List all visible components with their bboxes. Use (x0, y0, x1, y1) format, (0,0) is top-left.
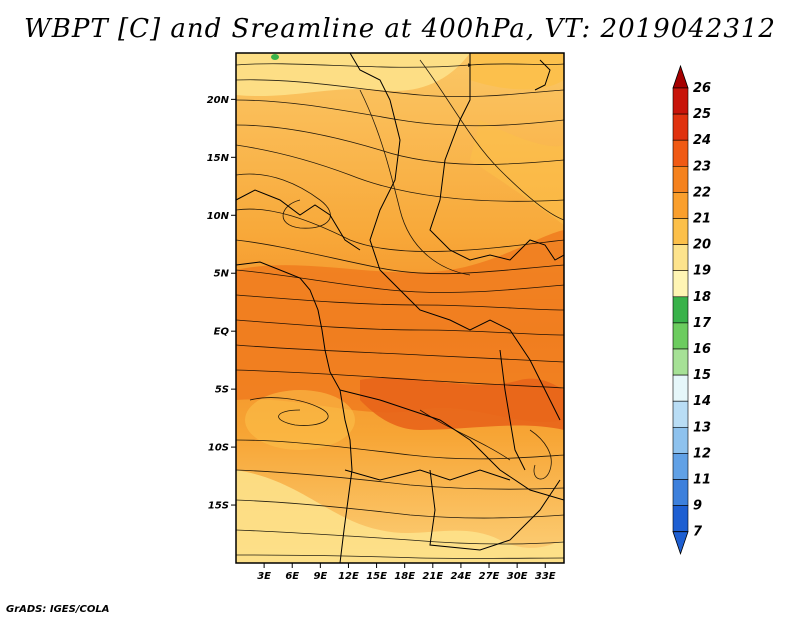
lat-axis: 20N 15N 10N 5N EQ 5S 10S 15S (207, 95, 236, 512)
colorbar-bottom-arrow (672, 531, 689, 555)
colorbar-label: 26 (693, 81, 711, 96)
lon-tick-label: 30E (507, 571, 528, 582)
lat-tick-label: 5N (214, 269, 230, 280)
colorbar-swatch (672, 426, 689, 454)
colorbar-swatch (672, 192, 689, 219)
map-frame (235, 52, 565, 564)
colorbar-swatch (672, 218, 689, 245)
lon-tick-label: 3E (257, 571, 271, 582)
lat-tick-label: EQ (214, 327, 230, 338)
colorbar-swatch (672, 87, 689, 115)
colorbar-label: 25 (693, 107, 711, 122)
colorbar-swatch (672, 479, 689, 506)
lon-axis: 3E 6E 9E 12E 15E 18E 21E 24E 27E 30E 33E (257, 563, 556, 582)
lat-tick-label: 20N (207, 95, 230, 106)
colorbar: 26 25 24 23 22 21 20 19 18 17 16 15 14 13 12 11 9 7 (672, 64, 712, 555)
colorbar-label: 14 (693, 394, 711, 409)
lat-tick-label: 15S (208, 501, 229, 512)
colorbar-label: 13 (693, 420, 711, 435)
colorbar-top-arrow (672, 64, 689, 89)
lon-tick-label: 12E (338, 571, 359, 582)
colorbar-label: 7 (693, 525, 703, 540)
colorbar-swatch (672, 166, 689, 193)
colorbar-swatch (672, 139, 689, 167)
colorbar-swatch (672, 270, 689, 298)
streamlines (236, 59, 564, 559)
colorbar-label: 12 (693, 446, 711, 461)
colorbar-swatch (672, 348, 689, 376)
colorbar-label: 15 (693, 368, 711, 383)
colorbar-swatch (672, 322, 689, 350)
lat-tick-label: 10S (208, 443, 229, 454)
lon-tick-label: 15E (366, 571, 387, 582)
colorbar-label: 22 (693, 185, 711, 200)
lon-tick-label: 27E (479, 571, 500, 582)
colorbar-label: 19 (693, 264, 711, 279)
lon-tick-label: 21E (422, 571, 443, 582)
colorbar-label: 17 (693, 316, 712, 331)
colorbar-label: 16 (693, 342, 711, 357)
lon-tick-label: 18E (394, 571, 415, 582)
colorbar-label: 23 (693, 159, 711, 174)
country-borders (236, 53, 564, 563)
lon-tick-label: 33E (535, 571, 556, 582)
map-title: WBPT [C] and Sreamline at 400hPa, VT: 20… (24, 14, 776, 44)
lat-tick-label: 15N (207, 153, 230, 164)
colorbar-label: 18 (693, 290, 711, 305)
colorbar-label: 24 (693, 133, 711, 148)
colorbar-swatch (672, 374, 689, 402)
colorbar-label: 20 (693, 238, 711, 253)
colorbar-swatch (672, 400, 689, 428)
colorbar-swatch (672, 453, 689, 480)
lon-tick-label: 6E (285, 571, 299, 582)
lat-tick-label: 5S (215, 385, 229, 396)
lat-tick-label: 10N (207, 211, 230, 222)
colorbar-label: 11 (693, 473, 711, 488)
lon-tick-label: 9E (313, 571, 327, 582)
colorbar-swatch (672, 296, 689, 324)
grads-credit: GrADS: IGES/COLA (6, 604, 110, 615)
colorbar-swatch (672, 505, 689, 533)
colorbar-label: 9 (693, 499, 702, 514)
lon-tick-label: 24E (451, 571, 472, 582)
colorbar-label: 21 (693, 212, 711, 227)
colorbar-swatch (672, 244, 689, 272)
colorbar-swatch (672, 113, 689, 141)
